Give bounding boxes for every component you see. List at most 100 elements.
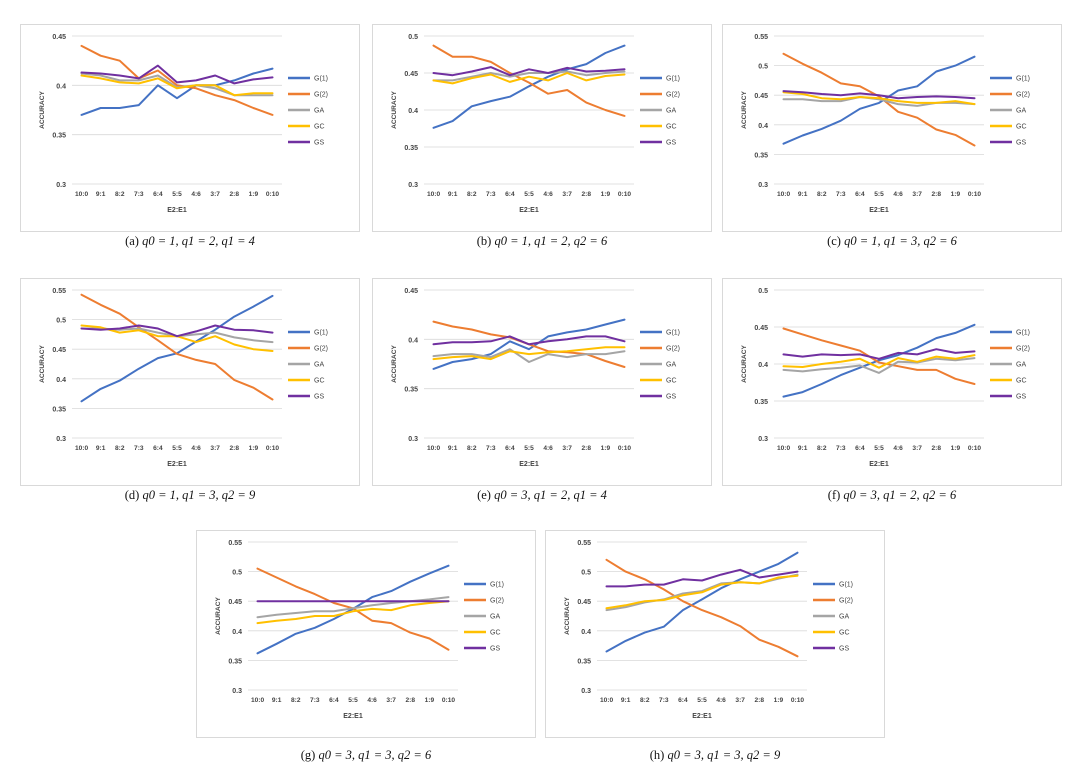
x-tick-label: 10:0: [251, 697, 265, 704]
y-axis-label: ACCURACY: [391, 91, 398, 129]
x-tick-label: 9:1: [96, 445, 106, 452]
x-tick-label: 2:8: [582, 191, 592, 198]
x-axis-label: E2:E1: [519, 207, 539, 214]
x-tick-label: 1:9: [774, 697, 784, 704]
series-line-gs: [782, 348, 976, 360]
x-tick-label: 8:2: [467, 445, 477, 452]
x-tick-label: 10:0: [75, 445, 89, 452]
y-tick-label: 0.3: [56, 182, 66, 189]
x-tick-label: 9:1: [621, 697, 631, 704]
x-tick-label: 5:5: [172, 191, 182, 198]
y-tick-label: 0.45: [404, 288, 418, 295]
legend-label: GS: [839, 646, 849, 653]
series-line-gc: [80, 74, 274, 97]
caption-b: (b) q0 = 1, q1 = 2, q2 = 6: [476, 234, 608, 248]
x-tick-label: 2:8: [230, 191, 240, 198]
x-tick-label: 2:8: [932, 191, 942, 198]
x-tick-label: 2:8: [932, 445, 942, 452]
y-tick-label: 0.4: [758, 362, 768, 369]
series-line-gc: [432, 72, 626, 85]
legend-label: GS: [314, 140, 324, 147]
x-tick-label: 0:10: [618, 191, 632, 198]
y-tick-label: 0.4: [758, 123, 768, 130]
series-line-gc: [432, 346, 626, 361]
legend-label: G(1): [1016, 330, 1030, 337]
chart-panel-g: 0.3 0.35 0.4 0.45 0.5 0.55 10:0 9:1 8:2 7:3 6:4 5:5…: [196, 530, 536, 754]
series-line-g1: [782, 323, 976, 398]
y-tick-label: 0.4: [408, 337, 418, 344]
x-tick-label: 4:6: [543, 445, 553, 452]
chart-frame: [722, 24, 1062, 232]
chart-svg: 0.3 0.35 0.4 0.45 0.5 10:0 9:1 8:2 7:3 6:4 5:5 4:6 3…: [722, 278, 1062, 486]
y-tick-label: 0.35: [52, 133, 66, 140]
y-tick-label: 0.35: [52, 406, 66, 413]
y-tick-label: 0.35: [404, 387, 418, 394]
series-line-g1: [605, 551, 799, 653]
y-tick-label: 0.45: [754, 93, 768, 100]
x-tick-label: 9:1: [798, 445, 808, 452]
x-tick-label: 3:7: [735, 697, 745, 704]
y-tick-label: 0.35: [577, 658, 591, 665]
x-tick-label: 9:1: [272, 697, 282, 704]
y-tick-label: 0.5: [56, 318, 66, 325]
y-tick-label: 0.3: [581, 688, 591, 695]
x-tick-label: 0:10: [266, 191, 280, 198]
y-tick-label: 0.5: [758, 64, 768, 71]
x-axis-label: E2:E1: [343, 713, 363, 720]
legend-label: GC: [666, 378, 677, 385]
x-tick-label: 10:0: [427, 445, 441, 452]
x-tick-label: 7:3: [836, 191, 846, 198]
legend-label: G(1): [314, 76, 328, 83]
x-tick-label: 4:6: [367, 697, 377, 704]
y-tick-label: 0.3: [758, 182, 768, 189]
y-axis-label: ACCURACY: [39, 345, 46, 383]
legend-label: GA: [839, 614, 849, 621]
series-line-g2: [605, 558, 799, 658]
legend-label: G(2): [314, 92, 328, 99]
x-tick-label: 9:1: [448, 445, 458, 452]
x-tick-label: 6:4: [153, 191, 163, 198]
x-tick-label: 6:4: [855, 191, 865, 198]
chart-svg: 0.3 0.35 0.4 0.45 10:0 9:1 8:2 7:3 6:4 5:5 4:6 3:7 2…: [372, 278, 712, 486]
x-tick-label: 7:3: [486, 191, 496, 198]
legend-label: G(2): [490, 598, 504, 605]
x-tick-label: 9:1: [96, 191, 106, 198]
y-tick-label: 0.4: [56, 83, 66, 90]
x-tick-label: 6:4: [505, 445, 515, 452]
series-line-g1: [782, 55, 976, 145]
y-tick-label: 0.5: [581, 570, 591, 577]
series-line-g2: [80, 293, 274, 401]
legend-label: G(1): [490, 582, 504, 589]
legend-label: GS: [666, 140, 676, 147]
caption-h: (h) q0 = 3, q1 = 3, q2 = 9: [649, 748, 781, 762]
y-tick-label: 0.3: [56, 436, 66, 443]
x-tick-label: 4:6: [716, 697, 726, 704]
x-tick-label: 10:0: [427, 191, 441, 198]
y-tick-label: 0.3: [408, 182, 418, 189]
x-tick-label: 3:7: [562, 445, 572, 452]
x-tick-label: 0:10: [618, 445, 632, 452]
y-tick-label: 0.3: [408, 436, 418, 443]
series-line-ga: [432, 70, 626, 82]
x-tick-label: 4:6: [543, 191, 553, 198]
chart-svg: 0.3 0.35 0.4 0.45 0.5 0.55 10:0 9:1 8:2 7:3 6:4 5:5…: [20, 278, 360, 486]
x-tick-label: 0:10: [968, 445, 982, 452]
chart-svg: 0.3 0.35 0.4 0.45 10:0 9:1 8:2 7:3 6:4 5:5 4:6 3:7 2…: [20, 24, 360, 232]
x-tick-label: 1:9: [425, 697, 435, 704]
series-line-gs: [432, 66, 626, 77]
x-tick-label: 5:5: [697, 697, 707, 704]
x-tick-label: 9:1: [448, 191, 458, 198]
x-tick-label: 8:2: [291, 697, 301, 704]
x-tick-label: 8:2: [115, 445, 125, 452]
chart-panel-a: 0.3 0.35 0.4 0.45 10:0 9:1 8:2 7:3 6:4 5:5 4:6 3:7 2…: [20, 24, 360, 248]
legend-label: GS: [666, 394, 676, 401]
caption-f: (f) q0 = 3, q1 = 2, q2 = 6: [827, 488, 957, 502]
chart-frame: [196, 530, 536, 738]
y-tick-label: 0.3: [758, 436, 768, 443]
series-line-gc: [256, 600, 450, 625]
legend-label: G(2): [314, 346, 328, 353]
legend-label: GA: [666, 362, 676, 369]
chart-frame: [545, 530, 885, 738]
y-tick-label: 0.35: [228, 658, 242, 665]
y-axis-label: ACCURACY: [564, 597, 571, 635]
